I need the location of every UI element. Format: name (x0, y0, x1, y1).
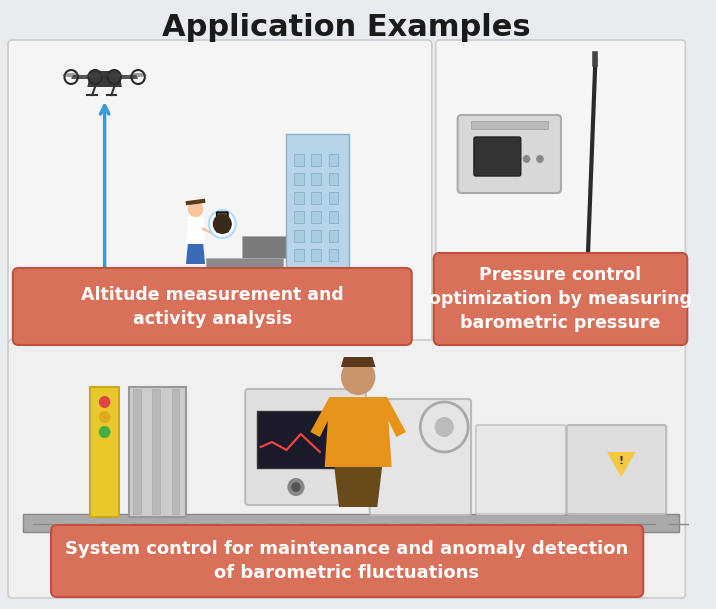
FancyBboxPatch shape (358, 307, 363, 319)
Polygon shape (186, 244, 205, 264)
Circle shape (209, 210, 236, 238)
FancyBboxPatch shape (170, 280, 246, 302)
Text: Altitude measurement and
activity analysis: Altitude measurement and activity analys… (82, 286, 344, 328)
FancyBboxPatch shape (51, 525, 643, 597)
Ellipse shape (105, 73, 123, 77)
Circle shape (291, 482, 301, 492)
FancyBboxPatch shape (329, 192, 338, 204)
FancyBboxPatch shape (329, 249, 338, 261)
FancyBboxPatch shape (311, 230, 321, 242)
Circle shape (536, 155, 543, 163)
Circle shape (269, 292, 289, 312)
FancyBboxPatch shape (567, 425, 666, 514)
Ellipse shape (62, 73, 79, 77)
FancyBboxPatch shape (294, 268, 304, 280)
Polygon shape (71, 75, 90, 79)
FancyBboxPatch shape (329, 211, 338, 223)
FancyBboxPatch shape (206, 258, 283, 280)
Circle shape (341, 359, 375, 395)
Text: 20cm: 0.024hPa: 20cm: 0.024hPa (158, 307, 271, 320)
FancyBboxPatch shape (294, 230, 304, 242)
Ellipse shape (130, 73, 147, 77)
Polygon shape (186, 217, 205, 244)
FancyBboxPatch shape (216, 226, 228, 232)
FancyBboxPatch shape (8, 340, 685, 598)
Polygon shape (119, 75, 138, 79)
Polygon shape (341, 357, 375, 367)
Ellipse shape (87, 73, 104, 77)
Circle shape (213, 214, 232, 234)
FancyBboxPatch shape (435, 40, 685, 343)
FancyBboxPatch shape (476, 425, 566, 514)
FancyBboxPatch shape (129, 387, 186, 517)
Circle shape (188, 201, 203, 217)
FancyBboxPatch shape (216, 212, 228, 218)
FancyBboxPatch shape (567, 304, 607, 326)
FancyBboxPatch shape (474, 137, 521, 176)
FancyBboxPatch shape (133, 302, 210, 324)
FancyBboxPatch shape (153, 389, 160, 514)
Polygon shape (310, 397, 337, 437)
Polygon shape (379, 397, 406, 437)
Circle shape (435, 417, 454, 437)
FancyBboxPatch shape (329, 268, 338, 280)
Text: System control for maintenance and anomaly detection
of barometric fluctuations: System control for maintenance and anoma… (65, 540, 629, 582)
FancyBboxPatch shape (311, 211, 321, 223)
Polygon shape (607, 452, 636, 477)
FancyBboxPatch shape (90, 387, 119, 517)
FancyBboxPatch shape (286, 134, 349, 314)
FancyBboxPatch shape (294, 173, 304, 185)
Circle shape (99, 396, 110, 408)
FancyBboxPatch shape (133, 389, 141, 514)
FancyBboxPatch shape (172, 389, 179, 514)
FancyBboxPatch shape (243, 236, 319, 258)
Text: !: ! (619, 456, 624, 466)
Polygon shape (87, 71, 122, 87)
Circle shape (523, 155, 531, 163)
FancyBboxPatch shape (8, 40, 432, 343)
FancyBboxPatch shape (311, 173, 321, 185)
FancyBboxPatch shape (311, 287, 321, 299)
FancyBboxPatch shape (471, 121, 548, 129)
Circle shape (99, 411, 110, 423)
Circle shape (351, 292, 369, 312)
FancyBboxPatch shape (311, 154, 321, 166)
FancyBboxPatch shape (434, 253, 687, 345)
FancyBboxPatch shape (294, 154, 304, 166)
Circle shape (287, 478, 304, 496)
FancyBboxPatch shape (294, 287, 304, 299)
FancyBboxPatch shape (246, 389, 366, 505)
FancyBboxPatch shape (369, 399, 471, 515)
FancyBboxPatch shape (294, 249, 304, 261)
FancyBboxPatch shape (329, 230, 338, 242)
FancyBboxPatch shape (24, 514, 679, 532)
FancyBboxPatch shape (311, 192, 321, 204)
Text: Application Examples: Application Examples (163, 13, 531, 41)
Text: Pressure control
optimization by measuring
barometric pressure: Pressure control optimization by measuri… (429, 266, 692, 331)
FancyBboxPatch shape (458, 115, 561, 193)
FancyBboxPatch shape (329, 173, 338, 185)
Ellipse shape (569, 301, 603, 317)
FancyBboxPatch shape (311, 249, 321, 261)
FancyBboxPatch shape (277, 307, 281, 319)
FancyBboxPatch shape (329, 154, 338, 166)
Text: 20m: 2.4hPa: 20m: 2.4hPa (277, 307, 365, 320)
FancyBboxPatch shape (294, 192, 304, 204)
FancyBboxPatch shape (294, 211, 304, 223)
FancyBboxPatch shape (329, 287, 338, 299)
FancyBboxPatch shape (257, 411, 335, 468)
Polygon shape (334, 467, 382, 507)
Circle shape (99, 426, 110, 438)
FancyBboxPatch shape (13, 268, 412, 345)
FancyBboxPatch shape (311, 268, 321, 280)
Polygon shape (324, 397, 392, 467)
